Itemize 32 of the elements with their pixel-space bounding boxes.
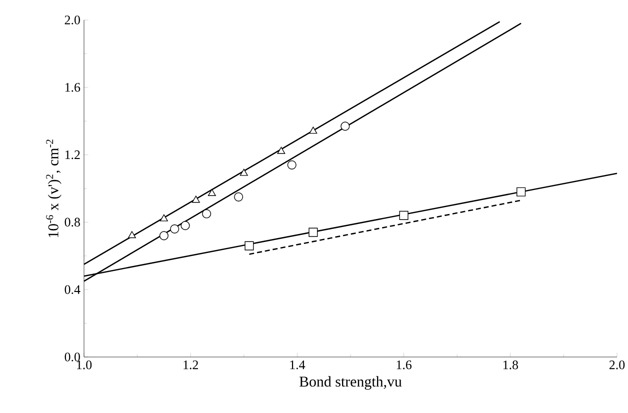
point — [170, 224, 180, 234]
point — [234, 192, 244, 202]
x-tick-label: 1.6 — [396, 360, 412, 370]
point — [287, 160, 296, 170]
point — [160, 214, 168, 222]
point — [309, 126, 318, 134]
y-tick-label: 0.4 — [64, 285, 80, 294]
point — [208, 189, 216, 196]
x-tick-label: 1.0 — [77, 360, 92, 370]
y-tick-label: 0.8 — [64, 218, 80, 227]
point — [277, 146, 286, 154]
y-axis-title: 10$^{-6}$ x (v')$^{2}$, cm$^{-2}$ — [46, 140, 62, 238]
point — [240, 168, 248, 176]
x-tick-label: 1.4 — [290, 360, 306, 370]
point — [308, 228, 318, 237]
y-tick-label: 1.6 — [65, 83, 80, 92]
point — [516, 187, 526, 196]
point — [340, 122, 350, 131]
point — [128, 231, 136, 238]
x-tick-label: 1.2 — [184, 360, 198, 370]
y-tick-label: 1.2 — [65, 150, 80, 160]
point — [192, 196, 200, 203]
point — [202, 209, 212, 218]
point — [159, 231, 168, 240]
point — [180, 221, 190, 230]
x-tick-label: 2.0 — [609, 360, 625, 370]
x-axis-title: Bond strength,vu — [299, 376, 402, 390]
y-tick-label: 0.0 — [64, 352, 80, 362]
y-tick-label: 2.0 — [64, 16, 80, 24]
x-tick-label: 1.8 — [503, 360, 518, 370]
point — [399, 210, 408, 220]
point — [244, 241, 254, 250]
